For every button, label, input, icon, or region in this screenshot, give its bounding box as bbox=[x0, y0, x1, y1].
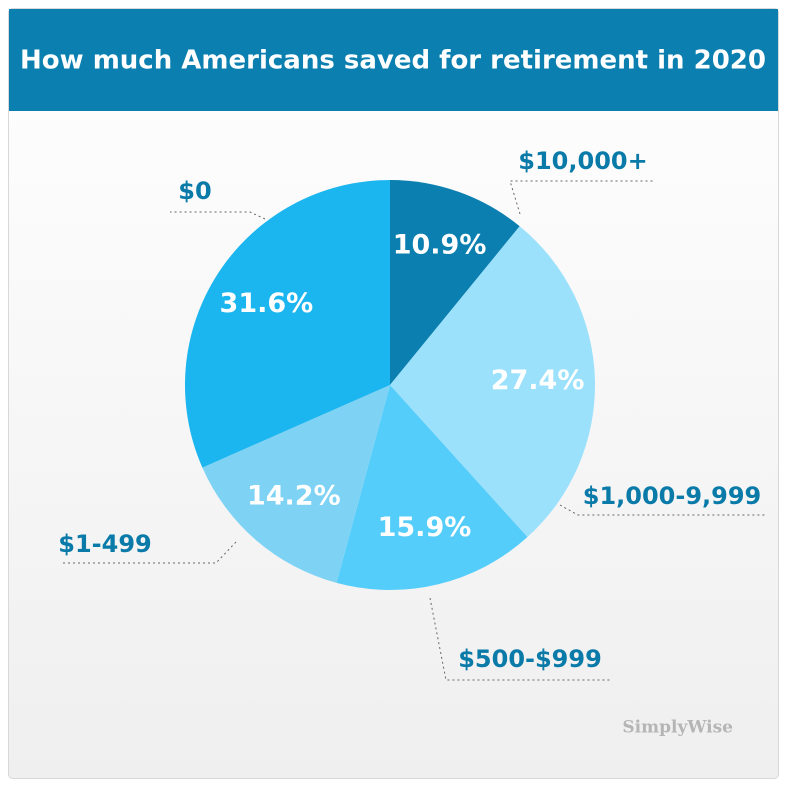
pie-slice bbox=[336, 385, 528, 590]
leader-line bbox=[559, 504, 765, 516]
pie-slice bbox=[202, 385, 390, 583]
value-label: 10.9% bbox=[393, 229, 487, 260]
leader-line bbox=[509, 180, 655, 215]
value-label: 15.9% bbox=[378, 512, 472, 543]
category-label: $500-$999 bbox=[458, 645, 602, 673]
pie-slice bbox=[390, 226, 595, 538]
value-label: 31.6% bbox=[220, 288, 314, 319]
leader-line bbox=[170, 211, 266, 220]
header-bar bbox=[9, 9, 778, 111]
chart-title: How much Americans saved for retirement … bbox=[20, 46, 766, 76]
category-label: $10,000+ bbox=[518, 147, 647, 175]
category-label: $0 bbox=[178, 177, 211, 205]
value-label: 14.2% bbox=[247, 480, 341, 511]
watermark: SimplyWise bbox=[622, 718, 733, 738]
pie-slice bbox=[185, 180, 390, 468]
value-label: 27.4% bbox=[491, 365, 585, 396]
category-label: $1,000-9,999 bbox=[583, 482, 762, 510]
pie-slice bbox=[390, 180, 520, 385]
category-label: $1-499 bbox=[58, 530, 151, 558]
